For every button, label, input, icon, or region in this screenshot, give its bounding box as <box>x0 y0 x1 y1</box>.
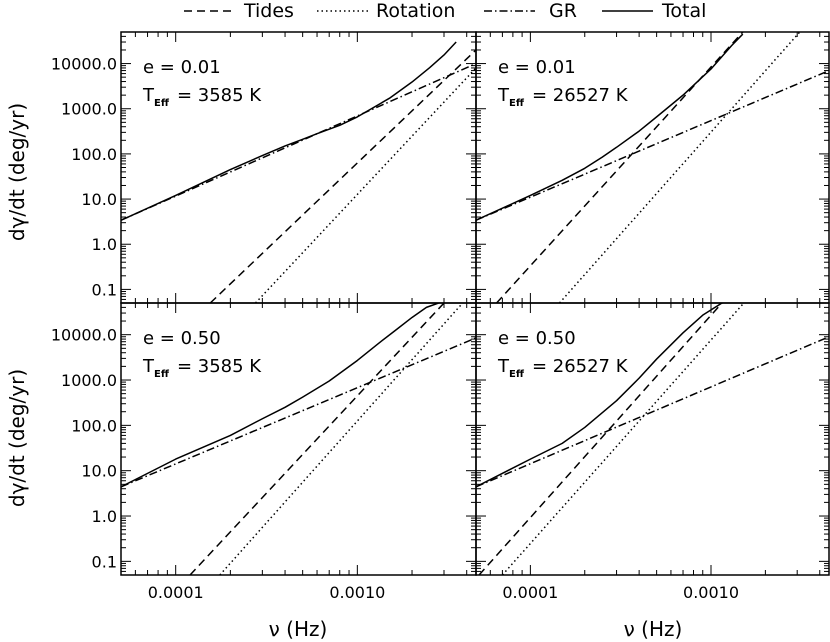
series-tides <box>478 303 723 575</box>
series-group <box>121 41 476 303</box>
legend-label-tides: Tides <box>243 0 294 22</box>
series-rotation <box>558 32 801 303</box>
teff-value: = 3585 K <box>177 356 262 377</box>
y-axis-title: dγ/dt (deg/yr) <box>5 103 29 241</box>
legend-label-total: Total <box>661 0 706 22</box>
teff-value: = 26527 K <box>532 356 629 377</box>
panel-4: 0.0001 0.0010 e = 0.50 TEff = 26527 K <box>475 302 830 602</box>
teff-subscript: Eff <box>509 369 525 380</box>
y-tick-label: 1000.0 <box>61 371 117 390</box>
y-tick-label: 1.0 <box>92 235 117 254</box>
y-tick-label: 10000.0 <box>51 326 117 345</box>
x-axis-title-left: ν (Hz) <box>269 617 328 641</box>
y-axis-title: dγ/dt (deg/yr) <box>5 369 29 507</box>
teff-subscript: Eff <box>154 98 170 109</box>
eccentricity-label: e = 0.50 <box>498 328 576 349</box>
series-group <box>476 303 829 575</box>
x-tick-label: 0.0001 <box>502 583 558 602</box>
y-tick-label: 1.0 <box>92 507 117 526</box>
teff-value: = 26527 K <box>532 85 629 106</box>
series-tides <box>209 49 476 303</box>
y-tick-label: 100.0 <box>71 145 117 164</box>
teff-value: = 3585 K <box>177 85 262 106</box>
series-gr <box>476 69 829 221</box>
legend-label-gr: GR <box>549 0 577 22</box>
teff-label: TEff = 26527 K <box>497 85 629 109</box>
series-total <box>121 303 439 488</box>
teff-label: TEff = 3585 K <box>142 356 262 380</box>
teff-label: TEff = 26527 K <box>497 356 629 380</box>
panel-2: e = 0.01 TEff = 26527 K <box>475 31 830 304</box>
panel-1: 0.1 1.0 10.0 100.0 1000.0 10000.0 e = 0.01 TEff… <box>51 31 477 304</box>
series-rotation <box>254 67 476 303</box>
series-gr <box>476 336 829 488</box>
series-group <box>476 32 829 303</box>
eccentricity-label: e = 0.50 <box>143 328 221 349</box>
y-tick-label: 100.0 <box>71 416 117 435</box>
teff-symbol: T <box>497 356 510 377</box>
y-tick-label: 10.0 <box>81 462 117 481</box>
legend: Tides Rotation GR Total <box>184 0 706 22</box>
legend-label-rotation: Rotation <box>376 0 455 22</box>
y-tick-label: 10.0 <box>81 190 117 209</box>
x-tick-label: 0.0010 <box>683 583 739 602</box>
eccentricity-label: e = 0.01 <box>498 57 576 78</box>
y-tick-label: 0.1 <box>92 280 117 299</box>
series-total <box>476 303 723 488</box>
series-rotation <box>219 303 464 575</box>
teff-symbol: T <box>497 85 510 106</box>
teff-label: TEff = 3585 K <box>142 85 262 109</box>
series-total <box>476 33 744 221</box>
y-axis-title-bottom: dγ/dt (deg/yr) <box>5 369 29 507</box>
y-tick-label: 1000.0 <box>61 100 117 119</box>
series-total <box>121 41 457 221</box>
x-tick-label: 0.0001 <box>148 583 204 602</box>
y-tick-label: 0.1 <box>92 552 117 571</box>
panel-3: 0.1 1.0 10.0 100.0 1000.0 10000.0 0.0001 0.0010… <box>51 302 477 602</box>
teff-symbol: T <box>142 356 155 377</box>
series-gr <box>121 337 476 488</box>
x-axis-title-right: ν (Hz) <box>624 617 683 641</box>
x-tick-label: 0.0010 <box>329 583 385 602</box>
teff-symbol: T <box>142 85 155 106</box>
series-group <box>121 303 476 575</box>
y-axis-title-top: dγ/dt (deg/yr) <box>5 103 29 241</box>
teff-subscript: Eff <box>154 369 170 380</box>
eccentricity-label: e = 0.01 <box>143 57 221 78</box>
series-tides <box>189 303 445 575</box>
teff-subscript: Eff <box>509 98 525 109</box>
y-tick-label: 10000.0 <box>51 55 117 74</box>
